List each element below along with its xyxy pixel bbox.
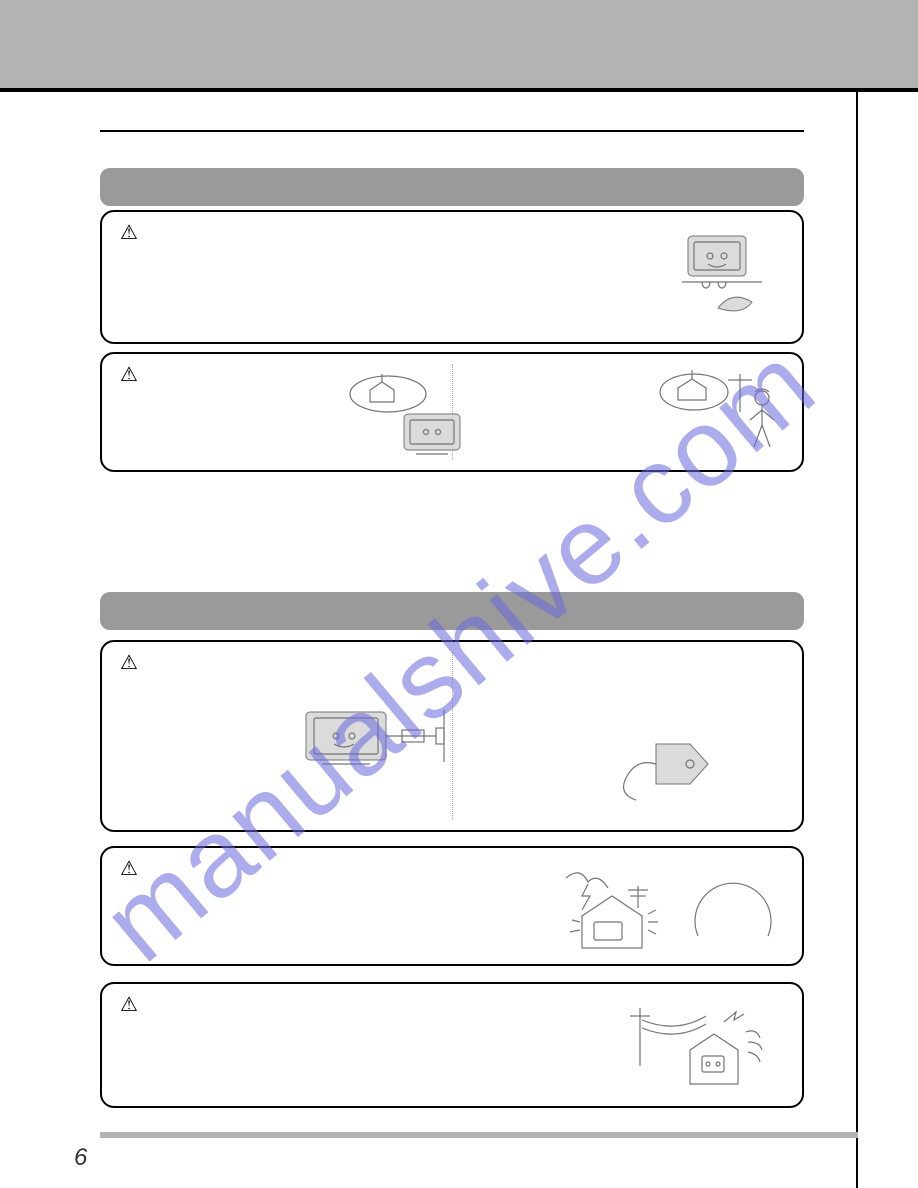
tv-house-bubble-icon: [342, 372, 472, 460]
warning-icon: ⚠: [120, 650, 138, 675]
thin-content-rule: [100, 130, 804, 132]
installer-person-pole-icon: [654, 368, 784, 464]
warning-box-4: ⚠: [100, 846, 804, 966]
warning-icon: ⚠: [120, 992, 138, 1017]
warning-box-3: ⚠: [100, 640, 804, 832]
section-bar-1: [100, 168, 804, 206]
power-plug-outlet-icon: [612, 734, 722, 808]
warning-box-5: ⚠: [100, 982, 804, 1108]
warning-box-1: ⚠: [100, 210, 804, 344]
thick-top-rule: [0, 88, 918, 92]
right-margin-line: [856, 88, 858, 1188]
tv-cable-to-wall-icon: [302, 706, 472, 776]
house-lightning-antenna-icon: [552, 868, 672, 956]
warning-box-2: ⚠: [100, 352, 804, 472]
warning-icon: ⚠: [120, 220, 138, 245]
warning-icon: ⚠: [120, 856, 138, 881]
page-number: 6: [74, 1144, 87, 1172]
circle-icon: [688, 876, 778, 966]
footer-bar: [100, 1132, 858, 1138]
tv-on-table-with-bird-icon: [672, 230, 772, 330]
top-banner: [0, 0, 918, 88]
house-power-lines-icon: [628, 1002, 778, 1098]
warning-icon: ⚠: [120, 362, 138, 387]
section-bar-2: [100, 592, 804, 630]
